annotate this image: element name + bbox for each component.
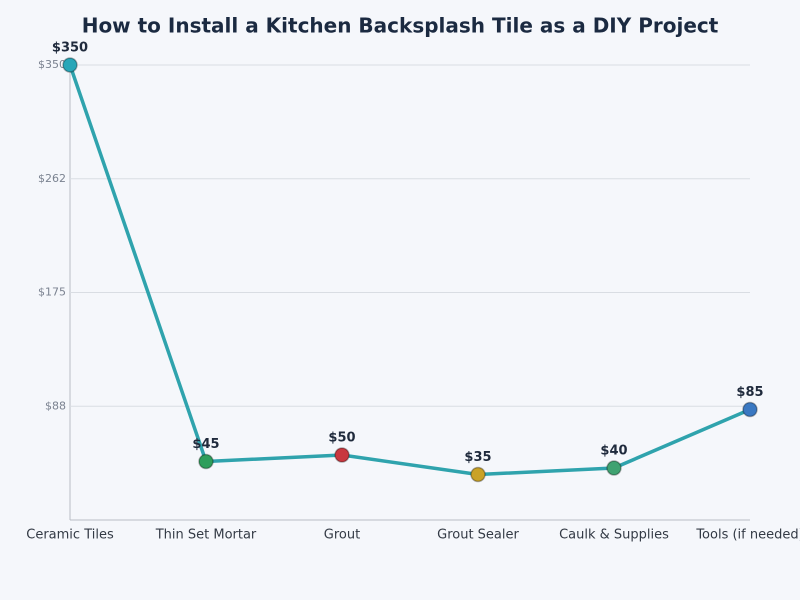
data-label: $45 — [192, 437, 219, 452]
x-tick-label: Tools (if needed) — [695, 528, 800, 543]
x-tick-label: Grout Sealer — [437, 528, 519, 543]
x-tick-label: Caulk & Supplies — [559, 528, 669, 543]
y-tick-label: $175 — [38, 286, 66, 299]
x-tick-label: Grout — [324, 528, 360, 543]
data-label: $40 — [600, 444, 627, 459]
x-tick-label: Thin Set Mortar — [155, 528, 257, 543]
y-tick-label: $350 — [38, 58, 66, 71]
y-tick-label: $88 — [45, 399, 66, 412]
point — [334, 447, 350, 463]
y-tick-label: $262 — [38, 172, 66, 185]
line — [68, 64, 751, 477]
data-label: $50 — [328, 431, 355, 446]
data-label: $85 — [736, 385, 763, 400]
point — [62, 57, 78, 73]
point — [198, 453, 214, 470]
point — [742, 401, 758, 418]
data-label: $35 — [464, 450, 491, 465]
x-tick-label: Ceramic Tiles — [26, 528, 114, 543]
point — [606, 460, 622, 476]
chart-title: How to Install a Kitchen Backsplash Tile… — [82, 14, 719, 38]
point — [470, 466, 486, 483]
data-label: $350 — [52, 41, 88, 56]
